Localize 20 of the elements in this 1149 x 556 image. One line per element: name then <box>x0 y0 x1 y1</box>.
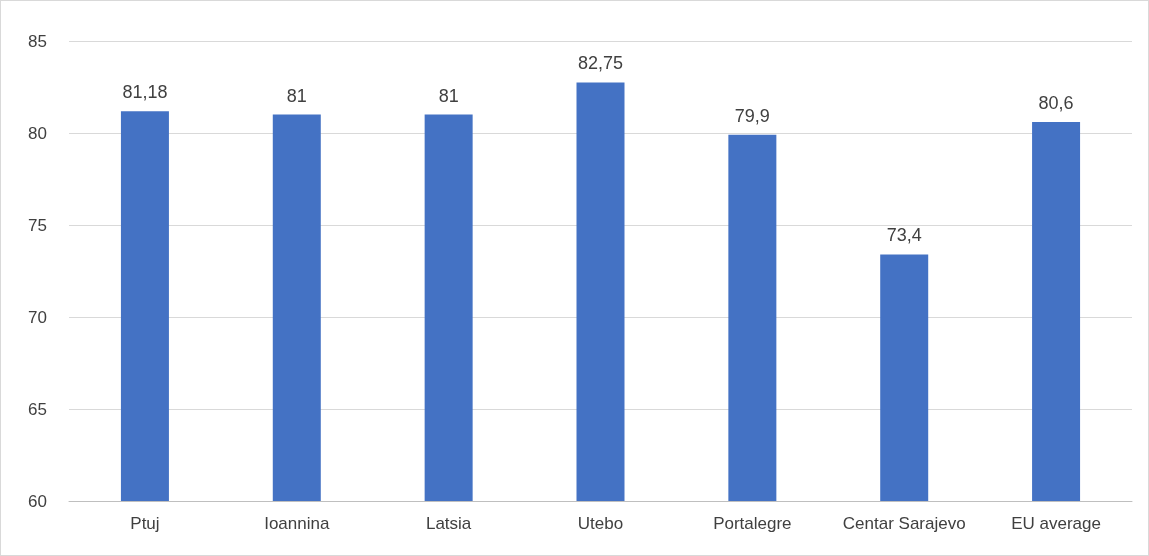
x-tick-label: Utebo <box>577 514 624 533</box>
data-label: 81 <box>286 85 307 106</box>
y-tick-label: 80 <box>28 123 47 143</box>
x-tick-label: Centar Sarajevo <box>842 514 966 533</box>
data-label: 82,75 <box>577 53 624 74</box>
y-tick-label: 70 <box>28 307 47 327</box>
x-tick-label: Ioannina <box>264 514 330 533</box>
data-label: 81,18 <box>122 82 168 103</box>
data-label: 73,4 <box>886 225 922 246</box>
x-tick-label: Latsia <box>425 514 472 533</box>
y-tick-label: 60 <box>28 491 47 511</box>
x-tick-label: EU average <box>1011 514 1101 533</box>
y-tick-label: 65 <box>28 399 47 419</box>
y-tick-label: 85 <box>28 31 47 51</box>
y-tick-label: 75 <box>28 215 47 235</box>
data-label: 81 <box>438 85 459 106</box>
data-label: 79,9 <box>734 105 770 126</box>
data-label: 80,6 <box>1038 92 1074 113</box>
x-tick-label: Portalegre <box>713 514 792 533</box>
x-tick-label: Ptuj <box>130 514 160 533</box>
